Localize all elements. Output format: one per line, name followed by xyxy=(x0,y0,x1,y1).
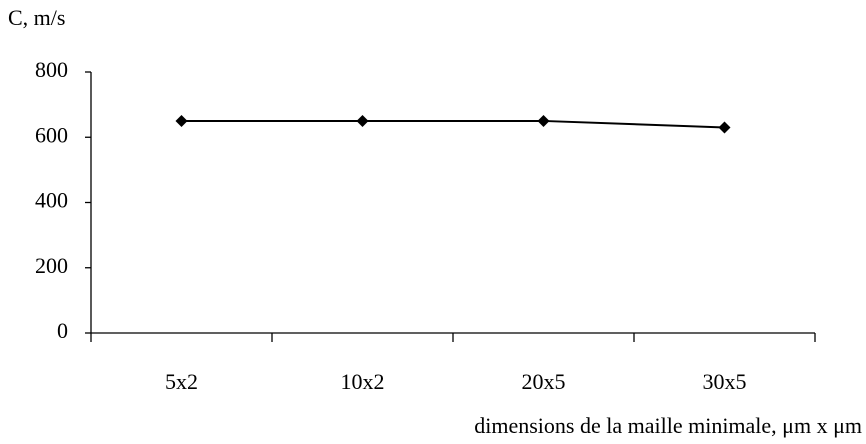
line xyxy=(181,119,725,129)
y-tick-label: 800 xyxy=(35,57,68,82)
x-tick-label: 30x5 xyxy=(703,369,747,394)
x-tick-label: 5x2 xyxy=(165,369,198,394)
x-tick-label: 10x2 xyxy=(341,369,385,394)
y-tick-label: 0 xyxy=(57,318,68,343)
y-tick-label: 600 xyxy=(35,122,68,147)
marker xyxy=(175,114,188,127)
x-tick-label: 20x5 xyxy=(522,369,566,394)
marker xyxy=(537,114,550,127)
x-axis-label: dimensions de la maille minimale, μm x μ… xyxy=(474,413,862,438)
y-tick-label: 400 xyxy=(35,188,68,213)
y-axis-label: C, m/s xyxy=(8,5,65,30)
y-tick-label: 200 xyxy=(35,253,68,278)
marker xyxy=(718,121,731,134)
marker xyxy=(356,114,369,127)
